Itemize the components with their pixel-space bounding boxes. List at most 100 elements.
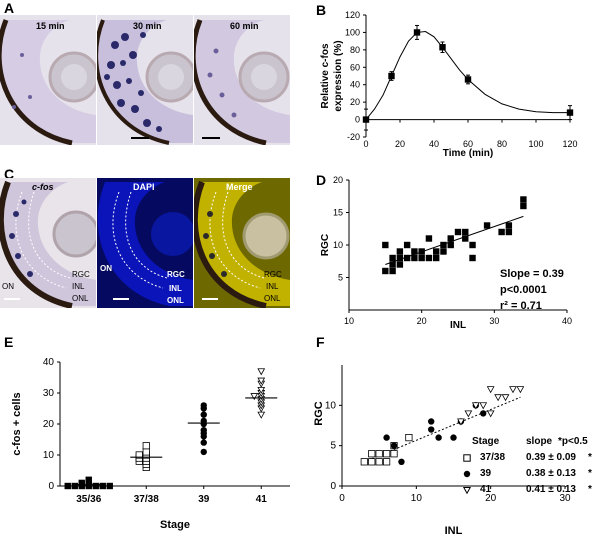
dapi-section-image [97, 178, 193, 308]
f-data-point [368, 458, 376, 466]
b-data-point [413, 29, 421, 36]
legend-header-slope: slope [526, 436, 553, 447]
f-data-point [486, 410, 495, 418]
panel-letter-f: F [316, 334, 325, 350]
d-data-point [396, 248, 404, 255]
merge-section-image [194, 178, 290, 308]
e-y-axis-label: c-fos + cells [11, 392, 23, 455]
panel-letter-a: A [4, 0, 15, 16]
image-title: Merge [226, 182, 253, 192]
f-y-tick-label: 10 [325, 400, 337, 411]
scale-bar [113, 298, 129, 300]
e-data-point [64, 482, 71, 490]
e-category-label: 39 [198, 494, 210, 505]
legend-stage: 39 [480, 468, 492, 479]
scale-bar [202, 298, 218, 300]
d-x-tick-label: 40 [562, 316, 572, 326]
f-data-point [494, 394, 502, 402]
scale-bar [131, 137, 149, 139]
d-data-point [396, 254, 404, 262]
d-data-point [483, 222, 491, 229]
f-x-axis-label: INL [445, 525, 463, 537]
e-data-point [257, 411, 266, 419]
b-x-tick-label: 40 [429, 139, 439, 149]
legend-header-stage: Stage [472, 436, 500, 447]
f-data-point [457, 418, 465, 426]
e-data-point [142, 448, 150, 456]
f-data-point [509, 386, 517, 394]
image-title: c-fos [32, 182, 54, 192]
f-data-point [375, 458, 383, 466]
b-y-tick-label: 60 [350, 62, 360, 72]
b-x-tick-label: 0 [363, 139, 368, 149]
d-data-point [462, 235, 469, 242]
e-data-point [99, 482, 106, 490]
layer-label-inl: INL [266, 282, 279, 291]
legend-significance: * [588, 468, 592, 479]
f-data-point [480, 410, 487, 417]
d-data-point [403, 241, 411, 249]
b-x-tick-label: 20 [395, 139, 405, 149]
b-y-tick-label: -20 [347, 132, 360, 142]
e-data-point [200, 448, 207, 456]
legend-marker-icon [462, 486, 472, 495]
d-data-point [433, 254, 440, 262]
d-x-axis-label: INL [450, 320, 466, 331]
d-y-axis-label: RGC [320, 234, 331, 256]
b-y-tick-label: 20 [350, 97, 360, 107]
e-data-point [106, 482, 113, 490]
f-data-point [471, 402, 480, 410]
layer-label-inl: INL [72, 282, 85, 291]
f-x-tick-label: 0 [339, 493, 345, 504]
retina-section-image [97, 15, 193, 145]
layer-label-onl: ONL [264, 294, 281, 303]
layer-label-on: ON [100, 264, 112, 273]
f-data-point [516, 386, 525, 394]
f-data-point [360, 458, 368, 466]
f-data-point [486, 386, 495, 394]
d-data-point [447, 235, 454, 242]
e-data-point [200, 427, 207, 434]
f-data-point [390, 450, 398, 458]
b-y-axis-label: Relative c-fos [320, 43, 331, 108]
b-data-point [566, 109, 574, 116]
d-x-tick-label: 30 [489, 316, 499, 326]
e-data-point [92, 482, 99, 490]
f-data-point [428, 418, 435, 425]
legend-marker-icon [463, 470, 471, 478]
f-data-point [390, 442, 398, 449]
slope-text: Slope = 0.39 [500, 268, 564, 280]
e-y-tick-label: 40 [43, 357, 55, 368]
layer-label-rgc: RGC [72, 270, 90, 279]
legend-slope: 0.39 ± 0.09 [526, 452, 576, 463]
e-data-point [71, 482, 78, 490]
e-y-tick-label: 20 [43, 419, 55, 430]
d-y-tick-label: 20 [333, 175, 343, 185]
retina-section-image [0, 178, 96, 308]
layer-label-onl: ONL [72, 294, 89, 303]
d-data-point [440, 248, 447, 255]
f-y-tick-label: 5 [330, 441, 336, 452]
b-y-tick-label: 40 [350, 80, 360, 90]
f-x-tick-label: 20 [485, 493, 497, 504]
b-y-tick-label: 120 [345, 10, 360, 20]
e-data-point [142, 442, 150, 450]
panel-letter-b: B [316, 2, 327, 18]
d-data-point [505, 228, 513, 236]
time-label-30min: 30 min [133, 21, 162, 31]
d-data-point [425, 254, 433, 262]
b-y-axis-label: expression (%) [333, 40, 344, 111]
d-data-point [418, 254, 425, 262]
b-x-tick-label: 100 [528, 139, 543, 149]
time-label-60min: 60 min [230, 21, 259, 31]
micrograph-merge: Merge RGC INL ONL [194, 178, 290, 308]
e-data-point [257, 368, 266, 376]
retina-section-image [194, 15, 290, 145]
d-data-point [433, 248, 440, 255]
f-data-point [375, 450, 383, 458]
e-data-point [78, 479, 85, 487]
panel-letter-e: E [4, 334, 14, 350]
layer-label-rgc: RGC [167, 270, 185, 279]
layer-label-inl: INL [169, 284, 182, 293]
e-data-point [200, 439, 207, 446]
